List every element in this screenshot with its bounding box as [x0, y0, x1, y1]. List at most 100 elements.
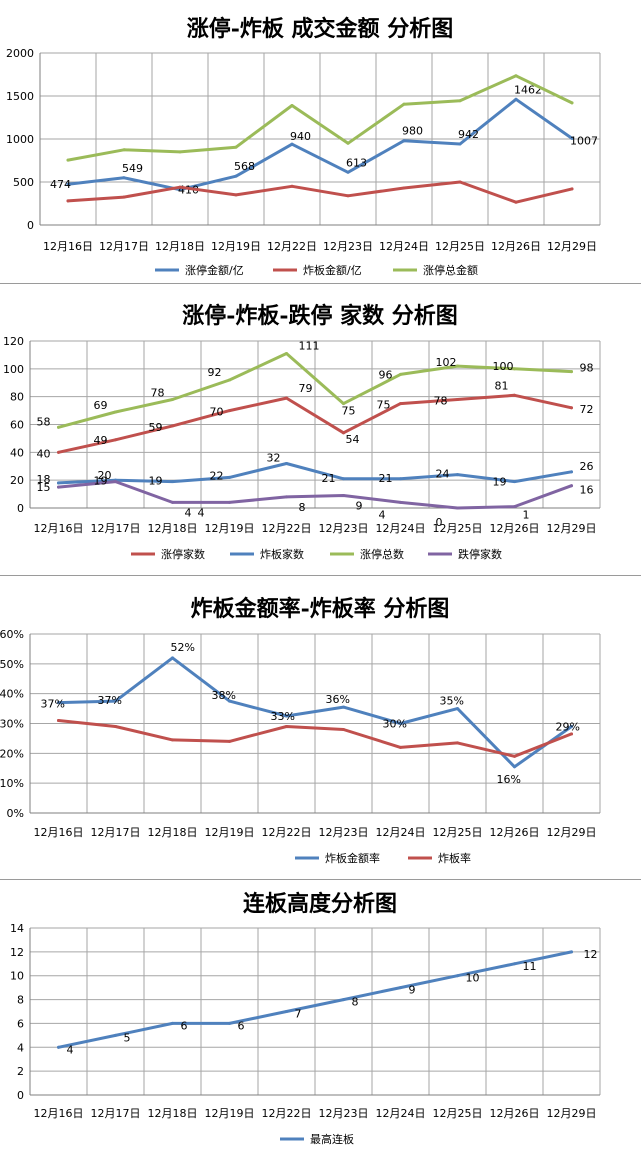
data-point — [234, 145, 238, 149]
data-point — [234, 193, 238, 197]
data-point — [171, 738, 174, 742]
data-label: 32 — [267, 451, 281, 464]
x-tick-label: 12月25日 — [433, 1107, 483, 1120]
x-tick-label: 12月24日 — [379, 240, 429, 253]
x-tick-label: 12月24日 — [376, 826, 426, 839]
y-tick-label: 0 — [17, 502, 24, 515]
data-point — [514, 200, 518, 204]
height-chart: 连板高度分析图 0 2 4 6 8 10 12 14 12月16日 12月17日 12月18日 12月1… — [10, 891, 601, 1146]
data-label: 11 — [523, 960, 537, 973]
data-label: 75 — [342, 405, 356, 418]
data-point — [342, 727, 345, 731]
y-tick-label: 120 — [3, 335, 24, 348]
data-point — [342, 477, 345, 481]
data-label: 59 — [149, 421, 163, 434]
data-point — [342, 402, 345, 406]
data-point — [57, 450, 60, 454]
y-tick-label: 60% — [0, 628, 24, 641]
x-tick-label: 12月16日 — [43, 240, 93, 253]
y-tick-label: 50% — [0, 658, 24, 671]
data-point — [114, 410, 117, 414]
x-tick-label: 12月23日 — [319, 1107, 369, 1120]
data-point — [178, 188, 182, 192]
data-label: 33% — [271, 710, 295, 723]
data-point — [228, 1021, 231, 1025]
data-point — [171, 397, 174, 401]
data-label: 70 — [210, 406, 224, 419]
data-point — [228, 378, 231, 382]
x-tick-label: 12月19日 — [211, 240, 261, 253]
data-point — [171, 500, 174, 504]
data-point — [514, 74, 518, 78]
data-label: 8 — [352, 996, 359, 1009]
x-tick-label: 12月26日 — [490, 522, 540, 535]
legend-label: 涨停金额/亿 — [185, 263, 244, 277]
data-label: 21 — [322, 472, 336, 485]
data-label: 40 — [37, 447, 51, 460]
data-point — [178, 150, 182, 154]
data-point — [402, 102, 406, 106]
legend-label: 涨停总数 — [360, 547, 404, 561]
x-tick-label: 12月19日 — [205, 1107, 255, 1120]
amount-chart: 涨停-炸板 成交金额 分析图 0 500 1000 1500 2000 12月16日 12月1… — [6, 16, 601, 277]
data-label: 98 — [580, 362, 594, 375]
y-tick-label: 40 — [10, 446, 24, 459]
data-point — [399, 402, 402, 406]
data-label: 22 — [210, 469, 224, 482]
x-tick-label: 12月22日 — [267, 240, 317, 253]
x-tick-label: 12月18日 — [148, 522, 198, 535]
series-line — [57, 719, 573, 758]
data-label: 9 — [409, 984, 416, 997]
data-point — [122, 195, 126, 199]
data-label: 19 — [493, 476, 507, 489]
x-tick-label: 12月23日 — [319, 826, 369, 839]
data-label: 35% — [440, 695, 464, 708]
data-point — [456, 974, 459, 978]
data-label: 49 — [94, 434, 108, 447]
data-point — [342, 998, 345, 1002]
data-label: 1007 — [570, 134, 598, 147]
data-label: 69 — [94, 399, 108, 412]
divider — [0, 879, 641, 880]
data-point — [285, 352, 288, 356]
data-point — [178, 185, 182, 189]
y-tick-label: 100 — [3, 363, 24, 376]
y-tick-label: 80 — [10, 391, 24, 404]
x-tick-label: 12月18日 — [148, 826, 198, 839]
data-point — [171, 656, 174, 660]
data-label: 72 — [580, 403, 594, 416]
x-tick-label: 12月29日 — [547, 1107, 597, 1120]
series-line — [57, 480, 573, 510]
data-point — [570, 136, 574, 140]
data-point — [290, 142, 294, 146]
data-point — [570, 370, 573, 374]
data-point — [399, 745, 402, 749]
data-label: 100 — [493, 360, 514, 373]
data-point — [513, 505, 516, 509]
data-label: 4 — [198, 506, 205, 519]
data-label: 58 — [37, 415, 51, 428]
data-point — [399, 500, 402, 504]
data-point — [285, 1010, 288, 1013]
y-tick-label: 0 — [17, 1089, 24, 1102]
data-point — [456, 741, 459, 745]
x-tick-label: 12月17日 — [99, 240, 149, 253]
legend-label: 跌停家数 — [458, 547, 502, 561]
data-point — [458, 99, 462, 103]
data-point — [290, 184, 294, 188]
data-point — [570, 101, 574, 105]
data-point — [570, 950, 573, 954]
series-line — [57, 393, 573, 454]
chart-title: 涨停-炸板-跌停 家数 分析图 — [182, 303, 458, 329]
x-tick-label: 12月22日 — [262, 522, 312, 535]
x-tick-label: 12月26日 — [491, 240, 541, 253]
divider — [0, 283, 641, 284]
data-point — [66, 158, 70, 162]
x-tick-label: 12月18日 — [155, 240, 205, 253]
data-label: 19 — [94, 475, 108, 488]
x-tick-label: 12月17日 — [91, 522, 141, 535]
data-label: 18 — [37, 473, 51, 486]
data-label: 38% — [212, 689, 236, 702]
data-point — [57, 719, 60, 723]
data-label: 78 — [434, 394, 448, 407]
